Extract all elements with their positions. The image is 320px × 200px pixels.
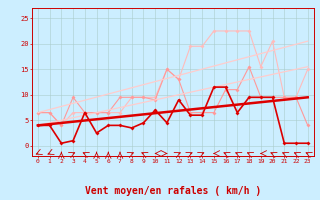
- Text: Vent moyen/en rafales ( km/h ): Vent moyen/en rafales ( km/h ): [85, 186, 261, 196]
